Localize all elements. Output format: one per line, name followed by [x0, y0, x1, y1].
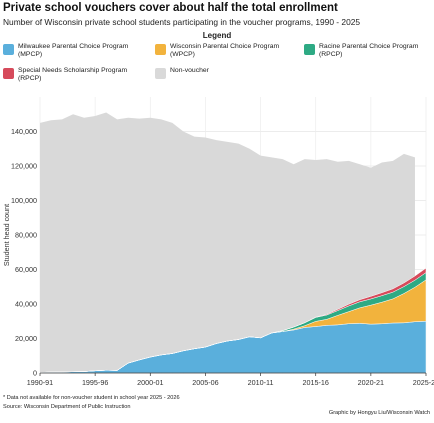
y-tick-label: 0 [33, 369, 37, 378]
x-tick-label: 1990-91 [27, 378, 53, 387]
legend-swatch-wpcp [155, 44, 166, 55]
credit-note: Graphic by Hongyu Liu/Wisconsin Watch [328, 410, 430, 416]
legend-swatch-mpcp [3, 44, 14, 55]
y-tick-label: 100,000 [11, 196, 37, 205]
y-tick-label: 20,000 [15, 334, 37, 343]
x-tick-label: 2025-26 [413, 378, 434, 387]
legend-title: Legend [202, 31, 232, 40]
source-note: Source: Wisconsin Department of Public I… [3, 404, 131, 410]
y-tick-label: 80,000 [15, 231, 37, 240]
series-area-special-needs [39, 267, 427, 373]
legend-swatch-rpcp [304, 44, 315, 55]
x-tick-label: 1995-96 [82, 378, 108, 387]
y-axis-label: Student head count [2, 204, 11, 266]
y-tick-label: 60,000 [15, 265, 37, 274]
x-tick-label: 2020-21 [358, 378, 384, 387]
chart-subtitle: Number of Wisconsin private school stude… [3, 17, 361, 27]
legend-label-wpcp: Wisconsin Parental Choice Program (WPCP) [170, 43, 280, 58]
x-tick-label: 2010-11 [248, 378, 274, 387]
stacked-area-chart: 0 20,000 40,000 60,000 80,000 100,000 120,000 1… [2, 97, 434, 387]
series-area-non-voucher [40, 112, 415, 374]
y-tick-label: 140,000 [11, 127, 37, 136]
x-tick-label: 2015-16 [303, 378, 329, 387]
footnote: * Data not available for non-voucher stu… [3, 395, 180, 401]
legend-label-non-voucher: Non-voucher [170, 67, 209, 74]
legend-label-mpcp: Milwaukee Parental Choice Program (MPCP) [18, 43, 129, 58]
legend-swatch-non-voucher [155, 68, 166, 79]
chart-title: Private school vouchers cover about half… [3, 2, 338, 14]
legend-label-special-needs: Special Needs Scholarship Program (RPCP) [18, 67, 128, 82]
x-tick-label: 2000-01 [137, 378, 163, 387]
y-tick-label: 120,000 [11, 162, 37, 171]
legend-label-rpcp: Racine Parental Choice Program (RPCP) [319, 43, 419, 58]
legend-swatch-special-needs [3, 68, 14, 79]
x-tick-label: 2005-06 [192, 378, 218, 387]
y-tick-label: 40,000 [15, 300, 37, 309]
